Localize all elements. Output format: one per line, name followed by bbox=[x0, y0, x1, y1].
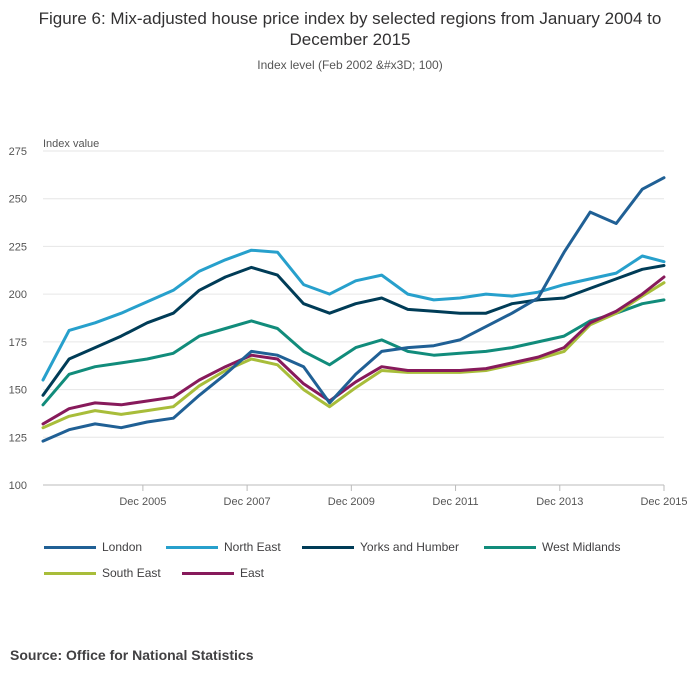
series-line-north-east bbox=[41, 248, 666, 382]
axes: 100 125 150 175 200 225 250 275 Dec 2005 Dec 2007… bbox=[9, 146, 688, 508]
legend-label: London bbox=[102, 540, 143, 554]
legend-label: West Midlands bbox=[542, 540, 621, 554]
legend-swatch bbox=[166, 546, 218, 550]
x-tick-label: Dec 2007 bbox=[224, 496, 271, 508]
legend-label: Yorks and Humber bbox=[360, 540, 459, 554]
legend-item-north-east[interactable]: North East bbox=[166, 540, 281, 554]
x-tick-label: Dec 2015 bbox=[640, 496, 687, 508]
chart-title: Figure 6: Mix-adjusted house price index… bbox=[38, 9, 662, 49]
y-tick-label: 225 bbox=[9, 241, 27, 253]
x-tick-label: Dec 2009 bbox=[328, 496, 375, 508]
legend-label: North East bbox=[224, 540, 281, 554]
legend-swatch bbox=[302, 546, 354, 550]
series-line-london bbox=[41, 176, 666, 443]
legend-label: East bbox=[240, 566, 265, 580]
legend-item-west-midlands[interactable]: West Midlands bbox=[484, 540, 620, 554]
legend-item-yorks-and-humber[interactable]: Yorks and Humber bbox=[302, 540, 459, 554]
line-chart: 100 125 150 175 200 225 250 275 Dec 2005 Dec 2007… bbox=[9, 138, 688, 508]
y-tick-label: 200 bbox=[9, 289, 27, 301]
y-tick-label: 175 bbox=[9, 337, 27, 349]
x-tick-label: Dec 2005 bbox=[119, 496, 166, 508]
y-tick-label: 150 bbox=[9, 385, 27, 397]
legend-label: South East bbox=[102, 566, 161, 580]
series-line-yorks-and-humber bbox=[41, 264, 666, 397]
y-tick-label: 250 bbox=[9, 194, 27, 206]
legend-swatch bbox=[484, 546, 536, 550]
legend-item-london[interactable]: London bbox=[44, 540, 142, 554]
legend-item-east[interactable]: East bbox=[182, 566, 264, 580]
y-tick-label: 125 bbox=[9, 432, 27, 444]
gridlines bbox=[43, 150, 664, 486]
y-tick-label: 275 bbox=[9, 146, 27, 158]
legend-swatch bbox=[44, 546, 96, 550]
legend-item-south-east[interactable]: South East bbox=[44, 566, 161, 580]
source-note: Source: Office for National Statistics bbox=[10, 647, 254, 663]
series-lines bbox=[41, 176, 666, 443]
legend-swatch bbox=[44, 572, 96, 576]
series-line-west-midlands bbox=[41, 298, 666, 407]
y-tick-label: 100 bbox=[9, 480, 27, 492]
series-line-south-east bbox=[41, 281, 666, 430]
chart-subtitle: Index level (Feb 2002 &#x3D; 100) bbox=[257, 58, 443, 72]
legend-swatch bbox=[182, 572, 234, 576]
series-line-east bbox=[41, 275, 666, 426]
x-tick-label: Dec 2011 bbox=[432, 496, 478, 508]
x-tick-label: Dec 2013 bbox=[536, 496, 583, 508]
y-axis-label: Index value bbox=[43, 138, 99, 150]
